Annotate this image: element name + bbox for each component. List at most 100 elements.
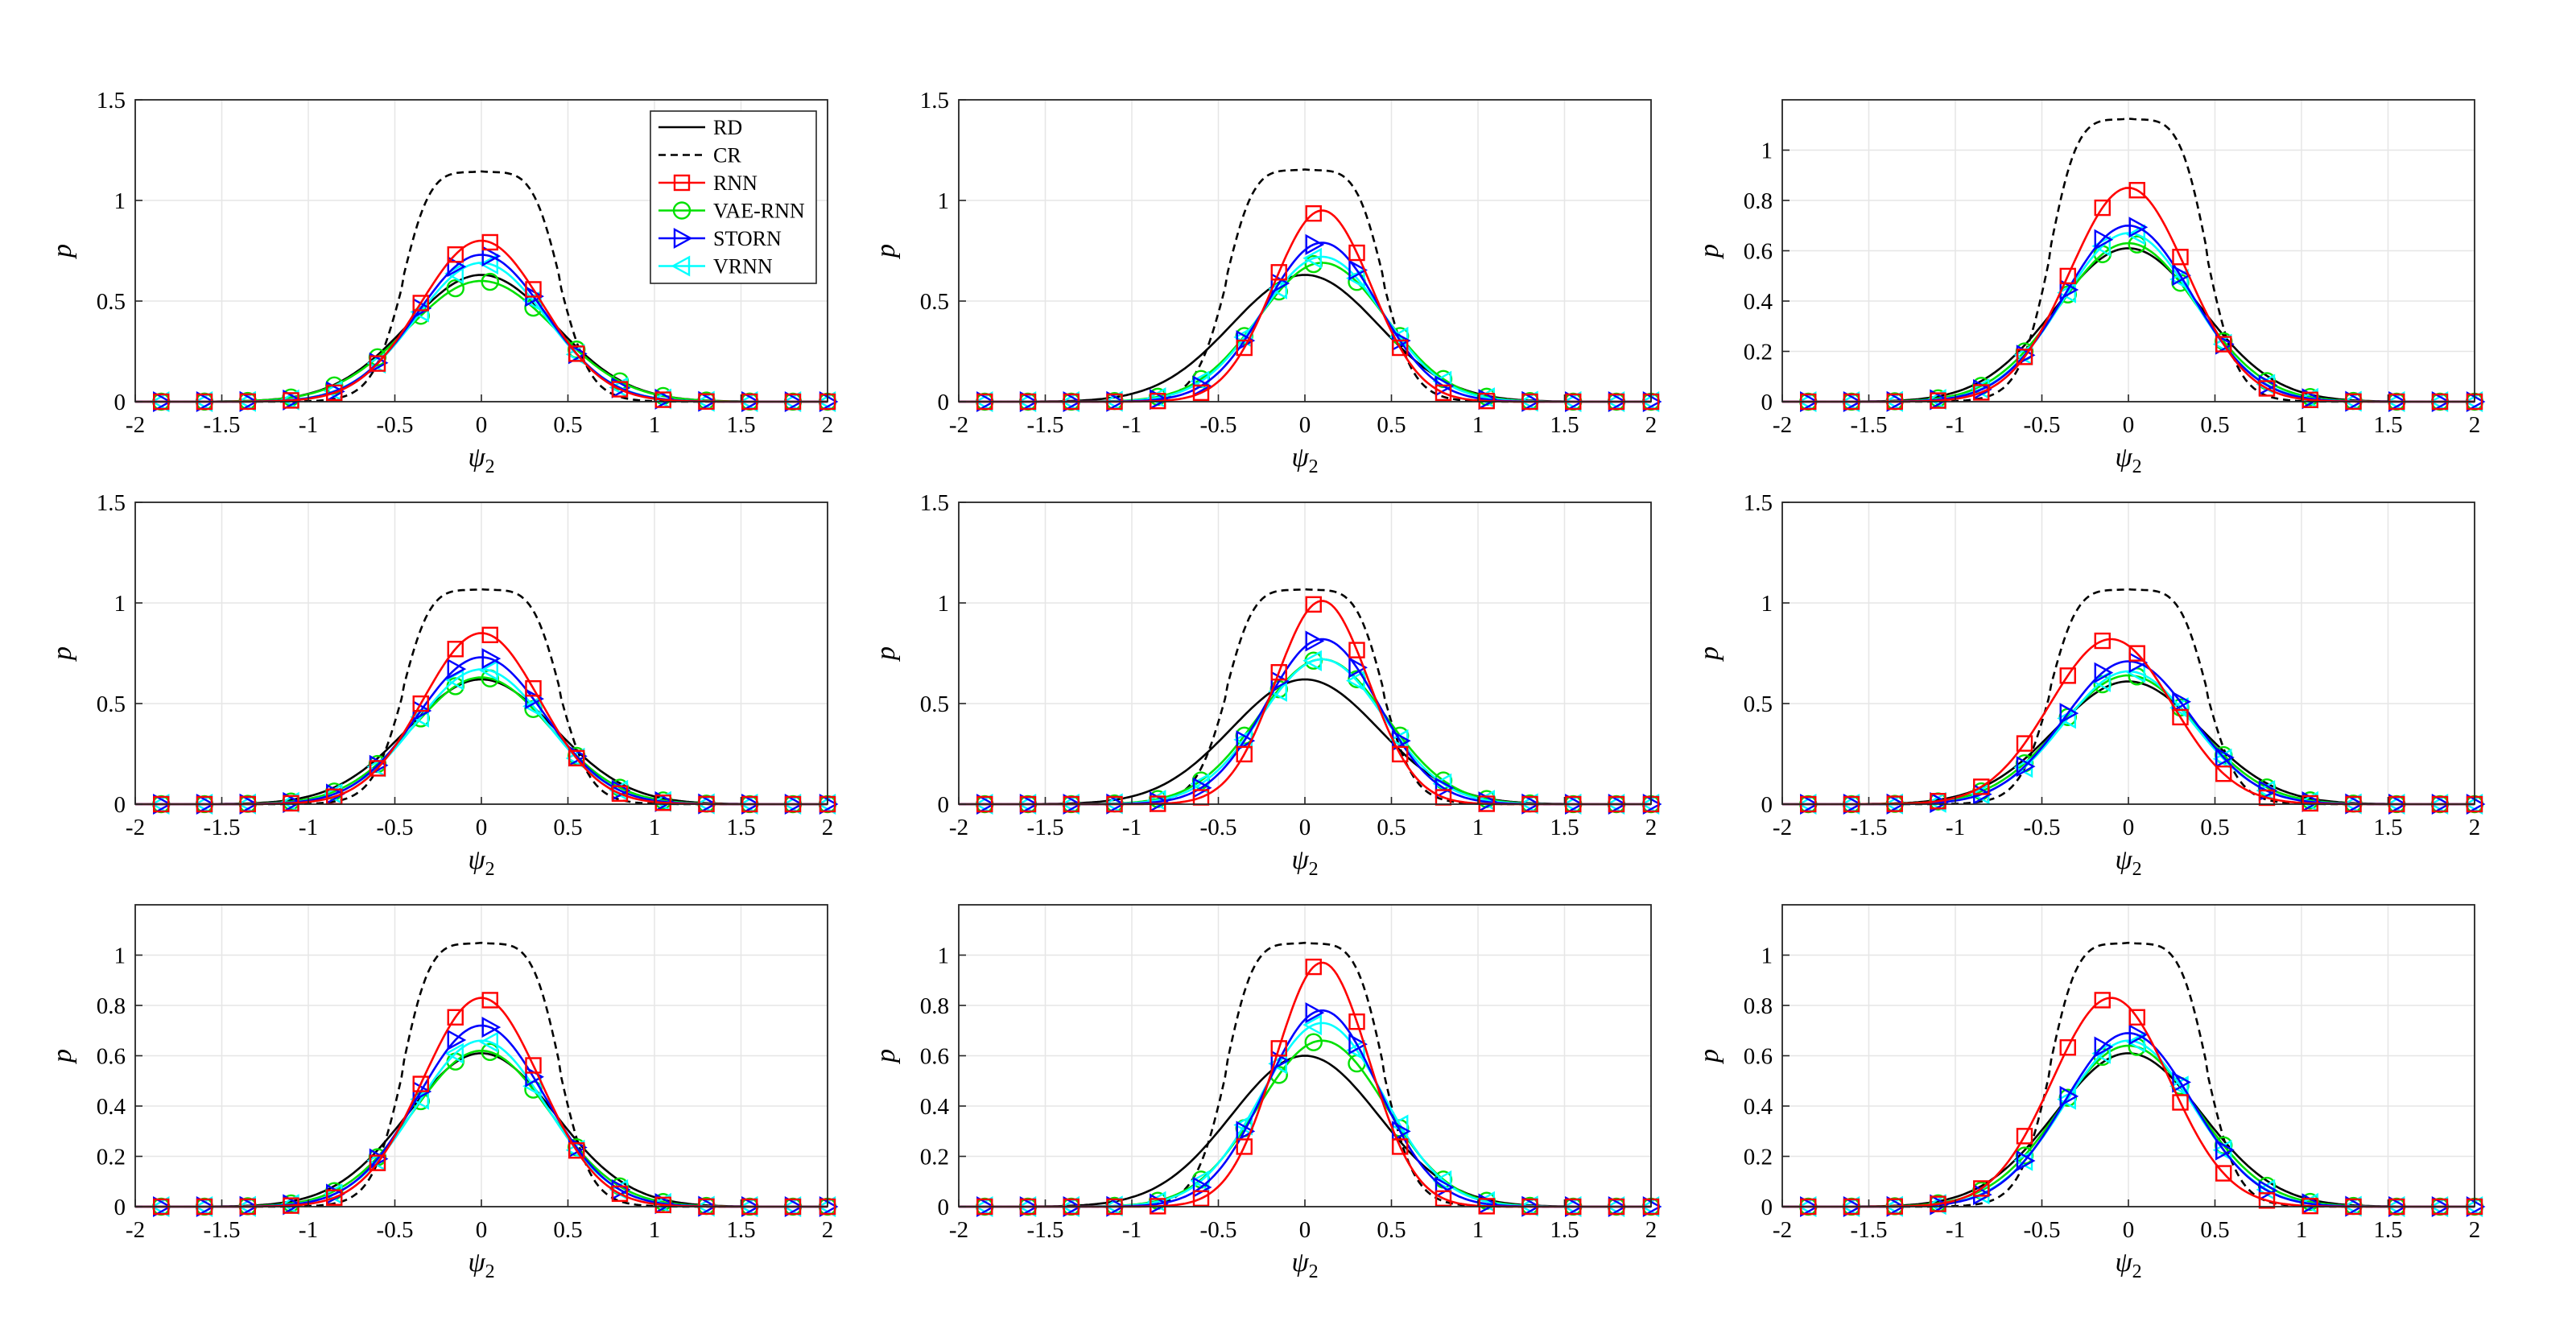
data-point-marker <box>1348 259 1368 281</box>
x-tick-label: -2 <box>126 1217 145 1243</box>
data-point-marker <box>1302 1014 1322 1036</box>
data-point-marker <box>2172 1094 2189 1111</box>
legend-label: VAE-RNN <box>713 200 805 223</box>
x-tick-label: 2 <box>1645 815 1657 840</box>
data-point-marker <box>1270 1040 1287 1057</box>
x-tick-label: -1.5 <box>1027 412 1064 438</box>
x-tick-label: 0.5 <box>553 1217 582 1243</box>
x-tick-label: 1.5 <box>2373 815 2402 840</box>
data-point-marker <box>481 233 498 251</box>
data-point-marker <box>369 760 386 777</box>
data-point-marker <box>1305 233 1325 255</box>
y-tick-label: 0 <box>938 390 950 415</box>
x-tick-label: -1.5 <box>1027 1217 1064 1243</box>
x-tick-label: 2 <box>2469 1217 2481 1243</box>
data-point-marker <box>447 658 467 680</box>
y-axis-label: p <box>1695 1049 1724 1064</box>
data-point-marker <box>1389 326 1409 348</box>
x-tick-label: 1 <box>649 1217 661 1243</box>
data-point-marker <box>481 992 498 1009</box>
x-tick-label: 1.5 <box>1550 412 1579 438</box>
y-axis-label: p <box>47 646 77 662</box>
x-axis-label-subscript: 2 <box>2132 859 2142 880</box>
y-tick-label: 0 <box>114 1195 126 1220</box>
data-point-marker <box>1432 1170 1452 1191</box>
data-point-marker <box>2059 1085 2079 1107</box>
y-tick-label: 0.2 <box>920 1145 949 1170</box>
y-tick-label: 1 <box>938 943 950 969</box>
y-axis-label: p <box>1695 244 1724 259</box>
data-point-marker <box>2258 789 2276 807</box>
data-point-marker <box>2059 703 2079 724</box>
x-axis-label: ψ2 <box>2115 443 2141 477</box>
x-tick-label: -0.5 <box>2024 1217 2061 1243</box>
y-axis-label: p <box>871 244 901 259</box>
data-point-marker <box>2128 217 2149 238</box>
y-tick-label: 0 <box>1761 792 1773 818</box>
x-tick-label: -1.5 <box>1851 1217 1888 1243</box>
data-point-marker <box>412 695 429 712</box>
data-point-marker <box>412 295 429 312</box>
x-tick-label: 1 <box>2296 1217 2308 1243</box>
data-point-marker <box>326 1189 343 1206</box>
x-tick-label: 0 <box>1299 1217 1311 1243</box>
data-point-marker <box>1305 1002 1325 1024</box>
x-axis-label-subscript: 2 <box>1309 859 1319 880</box>
data-point-marker <box>1435 384 1452 402</box>
data-point-marker <box>1305 958 1322 976</box>
data-point-marker <box>1270 664 1287 681</box>
y-tick-label: 0.2 <box>1744 1145 1773 1170</box>
data-point-marker <box>2301 391 2318 408</box>
data-point-marker <box>447 1009 464 1026</box>
data-point-marker <box>1392 339 1409 357</box>
x-tick-label: 0 <box>476 1217 488 1243</box>
data-point-marker <box>1270 671 1290 692</box>
x-tick-label: 1.5 <box>726 815 755 840</box>
x-tick-label: 2 <box>2469 815 2481 840</box>
y-tick-label: 1.5 <box>920 88 949 114</box>
data-point-marker <box>522 696 542 717</box>
data-point-marker <box>525 680 542 697</box>
data-point-marker <box>654 1196 671 1214</box>
x-tick-label: -1.5 <box>204 1217 241 1243</box>
x-tick-label: 0.5 <box>553 815 582 840</box>
data-point-marker <box>283 795 299 812</box>
y-tick-label: 0.2 <box>1744 340 1773 365</box>
y-axis-label: p <box>47 244 77 259</box>
x-tick-label: 1.5 <box>1550 1217 1579 1243</box>
x-tick-label: -1 <box>299 815 318 840</box>
x-tick-label: 1 <box>1472 412 1484 438</box>
data-point-marker <box>1348 1034 1368 1055</box>
y-tick-label: 1 <box>938 591 950 617</box>
data-point-marker <box>369 1154 386 1171</box>
data-point-marker <box>2215 746 2235 769</box>
x-tick-label: 0.5 <box>1377 815 1406 840</box>
y-tick-label: 1.5 <box>97 88 126 114</box>
data-point-marker <box>525 1057 542 1074</box>
data-point-marker <box>611 785 629 802</box>
x-axis-label-subscript: 2 <box>485 456 495 477</box>
data-point-marker <box>1348 244 1365 262</box>
data-point-marker <box>326 384 343 402</box>
x-tick-label: -2 <box>949 815 968 840</box>
x-axis-label-subscript: 2 <box>485 1261 495 1282</box>
x-axis-label-subscript: 2 <box>2132 456 2142 477</box>
y-tick-label: 0.5 <box>920 289 949 315</box>
x-tick-label: -1.5 <box>204 815 241 840</box>
data-point-marker <box>2128 645 2145 662</box>
y-tick-label: 1.5 <box>1744 490 1773 516</box>
data-point-marker <box>1236 1138 1253 1155</box>
y-tick-label: 1 <box>938 188 950 214</box>
y-tick-label: 0.2 <box>97 1145 126 1170</box>
x-tick-label: 0 <box>1299 412 1311 438</box>
x-axis-label: ψ2 <box>468 443 494 477</box>
x-axis-label-symbol: ψ <box>2115 845 2132 875</box>
legend-box <box>650 110 817 284</box>
x-tick-label: -1 <box>1946 815 1965 840</box>
legend-label: STORN <box>713 227 782 250</box>
y-tick-label: 0 <box>114 792 126 818</box>
data-point-marker <box>611 381 629 398</box>
